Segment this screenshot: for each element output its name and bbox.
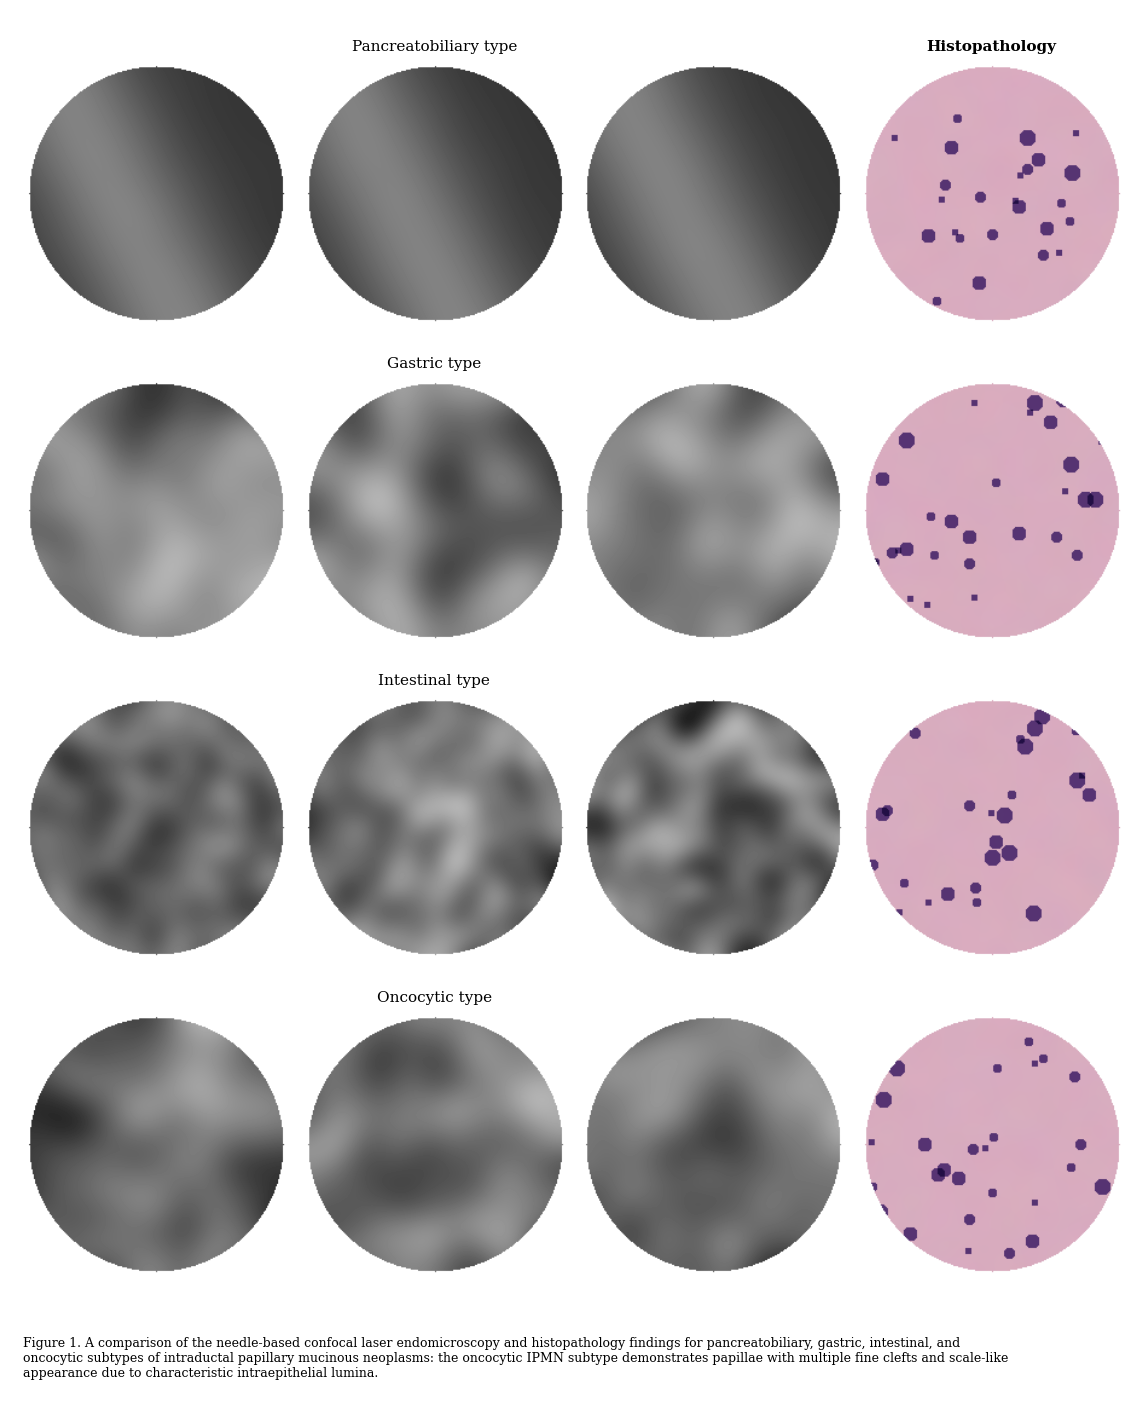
Text: Pancreatobiliary type: Pancreatobiliary type [351,39,517,54]
Text: Intestinal type: Intestinal type [379,673,490,687]
Text: Oncocytic type: Oncocytic type [376,991,492,1005]
Text: Gastric type: Gastric type [387,356,482,370]
Text: Histopathology: Histopathology [927,39,1056,54]
Text: Figure 1. A comparison of the needle-based confocal laser endomicroscopy and his: Figure 1. A comparison of the needle-bas… [23,1336,1008,1380]
